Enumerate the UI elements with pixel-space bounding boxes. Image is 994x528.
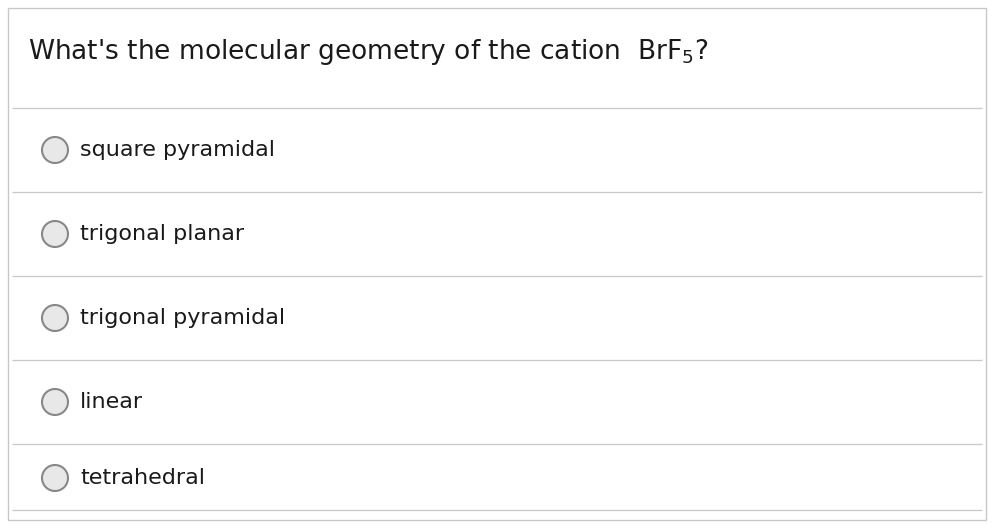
Ellipse shape — [42, 305, 68, 331]
Ellipse shape — [42, 137, 68, 163]
Text: trigonal pyramidal: trigonal pyramidal — [80, 308, 285, 328]
Text: square pyramidal: square pyramidal — [80, 140, 275, 160]
Ellipse shape — [42, 221, 68, 247]
Ellipse shape — [42, 465, 68, 491]
Text: linear: linear — [80, 392, 143, 412]
Text: trigonal planar: trigonal planar — [80, 224, 245, 244]
Text: What's the molecular geometry of the cation  BrF$_5$?: What's the molecular geometry of the cat… — [28, 37, 709, 67]
Ellipse shape — [42, 389, 68, 415]
Text: tetrahedral: tetrahedral — [80, 468, 205, 488]
